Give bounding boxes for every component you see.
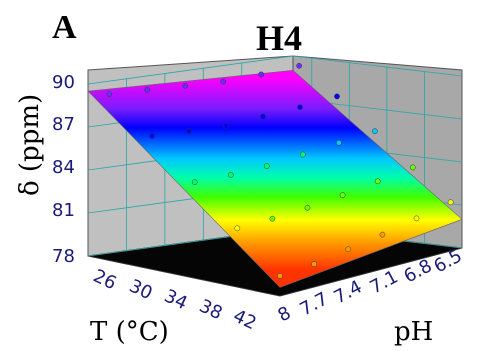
t-tick-label: 26: [90, 265, 120, 294]
data-point: [186, 128, 192, 134]
z-tick-labels: 90 87 84 81 78: [52, 72, 75, 267]
data-point: [311, 261, 317, 267]
z-tick-label: 84: [52, 157, 75, 178]
data-point: [345, 246, 352, 253]
t-tick-label: 34: [161, 285, 191, 314]
z-tick-label: 81: [52, 200, 75, 221]
data-point: [339, 192, 346, 199]
ph-tick-label: 7.7: [296, 288, 331, 320]
data-point: [260, 113, 266, 120]
data-point: [334, 93, 340, 100]
data-point: [335, 139, 342, 146]
data-point: [269, 215, 276, 222]
data-point: [379, 231, 386, 238]
data-point: [227, 172, 234, 178]
z-tick-label: 90: [52, 72, 75, 93]
data-point: [263, 163, 270, 169]
y-axis-label: pH: [394, 317, 433, 347]
data-point: [144, 87, 151, 93]
data-point: [149, 133, 155, 139]
z-axis-label: δ (ppm): [15, 94, 45, 196]
data-point: [258, 71, 265, 78]
data-point: [297, 104, 303, 111]
z-tick-label: 78: [52, 246, 75, 267]
wall-grid-line: [87, 55, 463, 85]
panel-letter: A: [52, 9, 77, 46]
t-tick-label: 30: [126, 275, 156, 304]
data-points: [106, 62, 454, 279]
data-point: [234, 225, 241, 232]
t-tick-label: 38: [196, 295, 226, 324]
data-point: [409, 164, 416, 171]
data-point: [299, 151, 306, 158]
t-tick-label: 42: [230, 305, 260, 334]
data-point: [296, 62, 302, 69]
data-point: [374, 178, 381, 185]
x-axis-label: T (°C): [90, 317, 169, 347]
data-point: [413, 215, 420, 222]
chart-title: H4: [256, 18, 302, 58]
data-point: [277, 273, 283, 279]
data-point: [372, 128, 378, 135]
data-point: [447, 199, 454, 206]
data-point: [304, 204, 311, 211]
response-surface: [87, 70, 463, 288]
data-point: [223, 123, 229, 129]
z-tick-label: 87: [52, 114, 75, 135]
data-point: [220, 78, 227, 85]
data-point: [106, 91, 113, 98]
data-point: [191, 179, 198, 186]
data-point: [182, 82, 189, 89]
ph-tick-label: 8: [274, 302, 294, 326]
